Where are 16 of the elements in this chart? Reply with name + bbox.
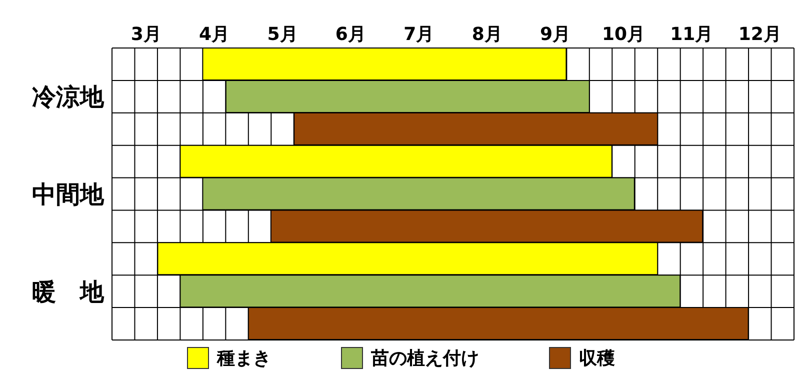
- x-tick-label: 8月: [472, 24, 502, 45]
- y-tick-label: 冷涼地: [32, 83, 105, 112]
- x-tick-label: 4月: [199, 24, 230, 45]
- x-tick-label: 12月: [738, 24, 782, 45]
- x-tick-label: 10月: [602, 24, 646, 45]
- y-tick-label: 中間地: [32, 180, 105, 209]
- legend-label: 苗の植え付け: [371, 347, 479, 370]
- x-tick-label: 3月: [130, 24, 162, 45]
- legend-label: 収穫: [579, 347, 615, 370]
- x-tick-label: 6月: [335, 24, 366, 45]
- x-tick-label: 5月: [267, 24, 298, 45]
- legend-label: 種まき: [217, 347, 271, 370]
- x-tick-label: 7月: [404, 24, 434, 45]
- x-tick-label: 11月: [670, 24, 714, 45]
- y-tick-label: 暖 地: [32, 278, 105, 306]
- x-tick-label: 9月: [540, 24, 571, 45]
